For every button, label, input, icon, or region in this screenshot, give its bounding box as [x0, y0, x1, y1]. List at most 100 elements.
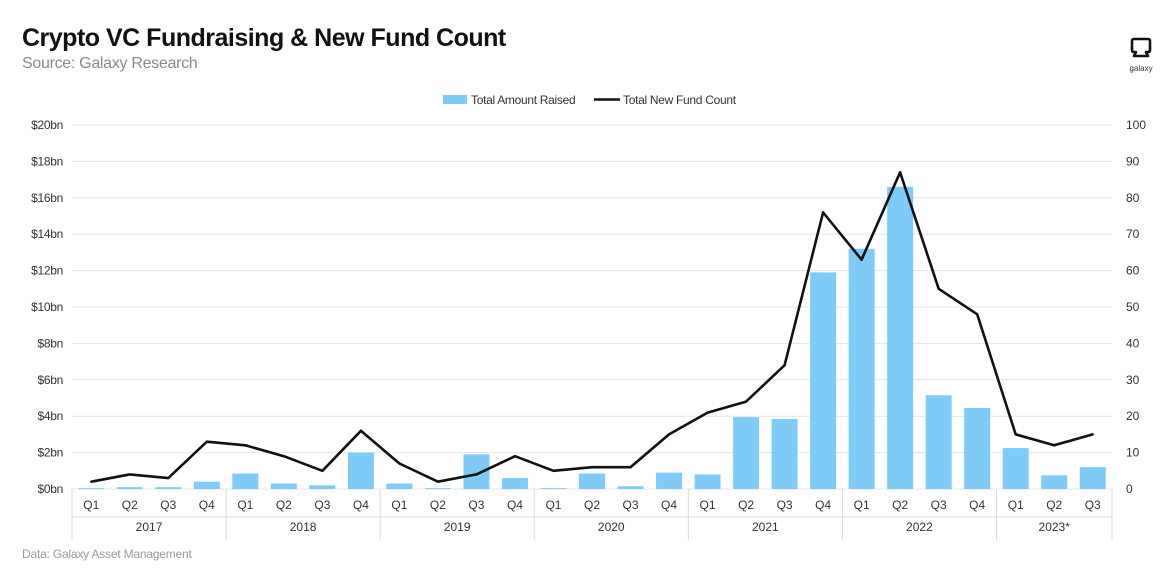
- bar: [270, 483, 297, 489]
- quarter-label: Q4: [199, 498, 215, 512]
- quarter-label: Q3: [777, 498, 793, 512]
- right-tick-label: 10: [1126, 446, 1140, 460]
- left-tick-label: $6bn: [38, 373, 64, 387]
- legend-swatch-bar: [443, 95, 467, 104]
- fund-count-point: [167, 476, 170, 480]
- bar: [501, 478, 528, 489]
- fund-count-point: [821, 211, 825, 214]
- bar: [579, 473, 605, 489]
- left-tick-label: $14bn: [31, 227, 63, 241]
- bar: [78, 488, 105, 489]
- bar: [617, 486, 644, 489]
- quarter-label: Q4: [507, 498, 523, 512]
- fund-count-point: [359, 429, 363, 432]
- fund-count-point: [706, 411, 709, 414]
- left-tick-label: $18bn: [31, 154, 63, 168]
- year-label: 2021: [752, 520, 779, 534]
- right-tick-label: 70: [1126, 227, 1140, 241]
- fund-count-point: [90, 480, 93, 483]
- bar: [540, 488, 567, 489]
- quarter-label: Q3: [468, 498, 484, 512]
- quarter-label: Q2: [122, 498, 138, 512]
- fund-count-point: [513, 455, 517, 458]
- galaxy-logo-icon: [1130, 37, 1152, 58]
- quarter-label: Q3: [314, 498, 330, 512]
- quarter-label: Q4: [661, 498, 677, 512]
- quarter-label: Q1: [237, 498, 253, 512]
- right-tick-label: 0: [1126, 482, 1133, 496]
- fund-count-point: [1091, 433, 1094, 436]
- fund-count-point: [898, 171, 902, 174]
- right-tick-label: 20: [1126, 409, 1140, 423]
- fund-count-point: [667, 433, 671, 436]
- bar: [386, 483, 413, 489]
- left-tick-label: $20bn: [31, 118, 63, 132]
- left-tick-label: $2bn: [38, 446, 64, 460]
- left-tick-label: $12bn: [31, 264, 63, 278]
- fund-count-point: [1053, 444, 1056, 447]
- fund-count-point: [783, 364, 786, 367]
- bar: [347, 452, 374, 489]
- galaxy-logo: galaxy: [1125, 36, 1157, 73]
- fund-count-point: [629, 465, 632, 469]
- bar: [232, 473, 259, 489]
- chart-title: Crypto VC Fundraising & New Fund Count: [22, 24, 506, 52]
- quarter-label: Q2: [584, 498, 600, 512]
- fund-count-point: [282, 455, 286, 458]
- bar: [810, 272, 837, 489]
- bar: [848, 248, 875, 489]
- chart-subtitle: Source: Galaxy Research: [22, 55, 198, 72]
- quarter-label: Q2: [1046, 498, 1062, 512]
- bar: [656, 472, 683, 489]
- legend-label-amount: Total Amount Raised: [471, 93, 575, 107]
- bar: [193, 481, 220, 489]
- quarter-label: Q2: [276, 498, 292, 512]
- fund-count-point: [244, 444, 247, 447]
- bar: [771, 418, 798, 489]
- year-label: 2018: [290, 520, 317, 534]
- left-tick-label: $8bn: [38, 336, 64, 350]
- fund-count-point: [937, 287, 940, 290]
- bar: [463, 454, 490, 489]
- bar: [1079, 467, 1106, 489]
- quarter-label: Q1: [545, 498, 561, 512]
- fund-count-point: [975, 313, 979, 316]
- bar: [964, 408, 991, 489]
- right-tick-label: 60: [1126, 264, 1140, 278]
- fund-count-point: [1014, 433, 1017, 436]
- bar: [424, 488, 451, 489]
- fund-count-point: [398, 462, 401, 465]
- quarter-label: Q2: [892, 498, 908, 512]
- left-tick-label: $10bn: [31, 300, 63, 314]
- quarter-label: Q4: [353, 498, 369, 512]
- right-tick-label: 50: [1126, 300, 1140, 314]
- right-tick-label: 100: [1126, 118, 1146, 132]
- fund-count-point: [128, 473, 131, 476]
- year-label: 2022: [906, 520, 933, 534]
- logo-text: galaxy: [1129, 64, 1153, 73]
- quarter-label: Q2: [738, 498, 754, 512]
- bar: [309, 485, 336, 489]
- footer-note: Data: Galaxy Asset Management: [22, 547, 192, 561]
- quarter-label: Q1: [700, 498, 716, 512]
- bar: [694, 474, 721, 489]
- left-tick-label: $16bn: [31, 191, 63, 205]
- quarter-label: Q3: [931, 498, 947, 512]
- bar: [116, 487, 143, 489]
- fund-count-point: [321, 469, 324, 472]
- bar: [1041, 475, 1068, 489]
- year-label: 2023*: [1039, 520, 1071, 534]
- fund-count-point: [860, 258, 863, 261]
- quarter-label: Q3: [623, 498, 639, 512]
- bar: [1002, 448, 1029, 489]
- right-tick-label: 40: [1126, 336, 1140, 350]
- quarter-label: Q4: [815, 498, 831, 512]
- quarter-label: Q1: [1008, 498, 1024, 512]
- quarter-label: Q2: [430, 498, 446, 512]
- left-tick-label: $4bn: [38, 409, 64, 423]
- quarter-label: Q1: [391, 498, 407, 512]
- fund-count-point: [436, 480, 440, 483]
- bar: [155, 487, 182, 489]
- left-tick-label: $0bn: [38, 482, 64, 496]
